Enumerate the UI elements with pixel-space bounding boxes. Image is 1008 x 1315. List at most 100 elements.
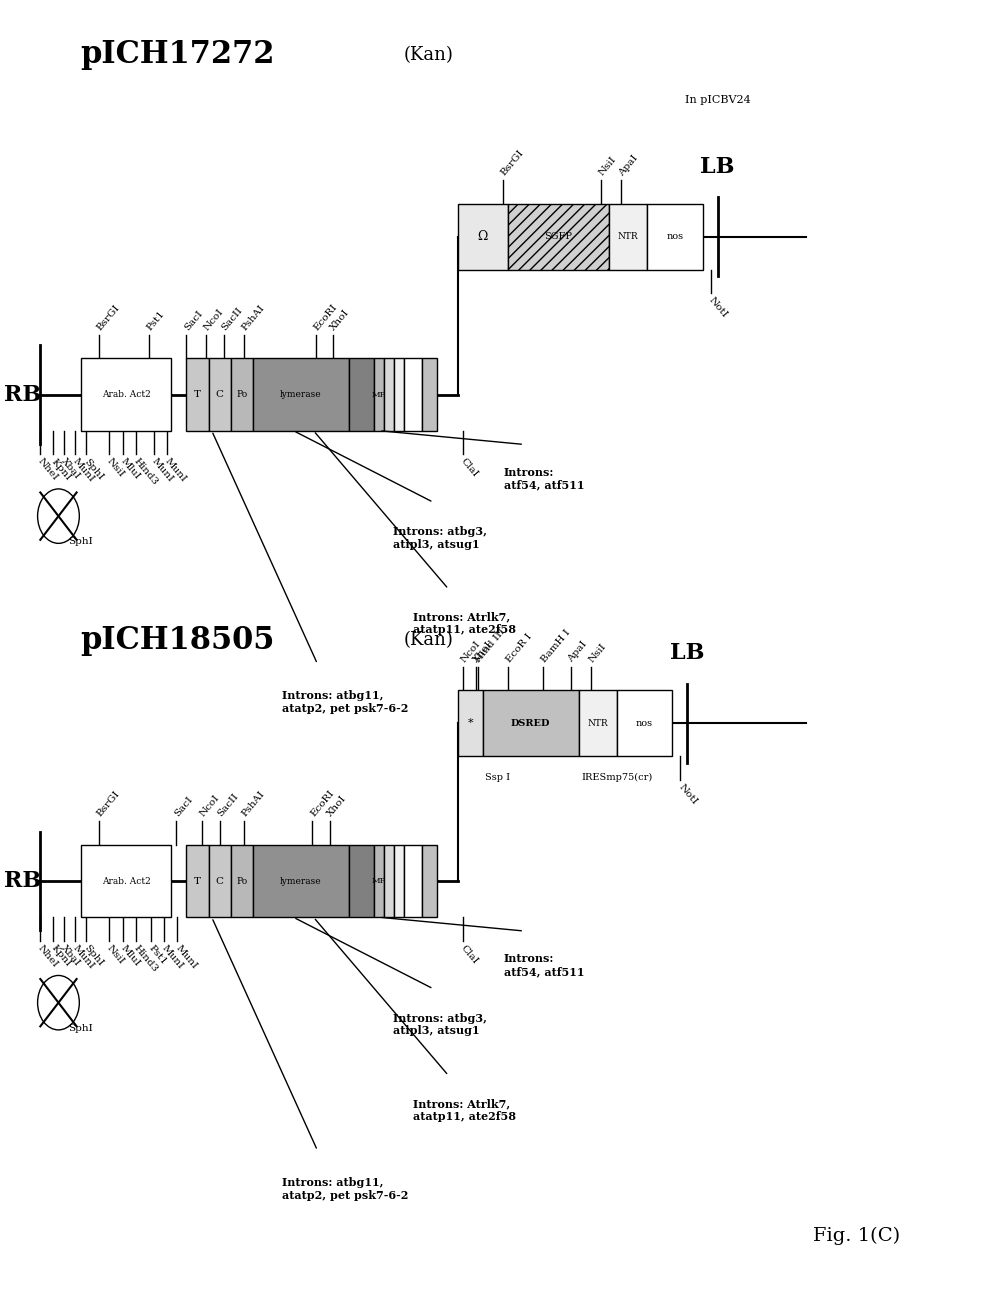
Text: BsrGI: BsrGI — [499, 149, 525, 178]
Text: SacI: SacI — [182, 309, 205, 333]
Text: Introns: Atrlk7,
atatp11, ate2f58: Introns: Atrlk7, atatp11, ate2f58 — [413, 1098, 516, 1122]
Text: Introns: atbg3,
atipl3, atsug1: Introns: atbg3, atipl3, atsug1 — [393, 1013, 487, 1036]
Text: EcoRI: EcoRI — [308, 789, 336, 818]
Bar — [231, 359, 253, 431]
Bar — [404, 359, 422, 431]
Bar — [647, 204, 703, 270]
Text: Arab. Act2: Arab. Act2 — [102, 391, 150, 398]
Bar — [384, 359, 394, 431]
Text: ApaI: ApaI — [566, 639, 590, 664]
Text: Fig. 1(C): Fig. 1(C) — [813, 1227, 900, 1245]
Bar — [508, 204, 609, 270]
Text: T: T — [195, 877, 201, 885]
Text: MunI: MunI — [163, 458, 188, 484]
Text: MP: MP — [372, 391, 386, 398]
Text: NsiI: NsiI — [105, 944, 126, 967]
Text: nos: nos — [666, 233, 683, 241]
Text: Ssp I: Ssp I — [485, 773, 510, 782]
Text: Introns: atbg3,
atipl3, atsug1: Introns: atbg3, atipl3, atsug1 — [393, 526, 487, 550]
Text: XhoI: XhoI — [472, 639, 495, 664]
Text: MP: MP — [372, 877, 386, 885]
Text: Pst1: Pst1 — [145, 309, 167, 333]
Text: C: C — [216, 391, 224, 398]
Text: PshAI: PshAI — [240, 302, 266, 333]
Text: NheI: NheI — [36, 458, 60, 483]
Bar — [209, 846, 231, 918]
Bar — [81, 846, 171, 918]
Text: Arab. Act2: Arab. Act2 — [102, 877, 150, 885]
Text: MunI: MunI — [71, 944, 96, 970]
Text: In pICBV24: In pICBV24 — [684, 95, 751, 105]
Text: lymerase: lymerase — [280, 877, 322, 885]
Bar — [458, 690, 483, 756]
Text: LB: LB — [701, 155, 735, 178]
Bar — [394, 846, 404, 918]
Bar — [81, 359, 171, 431]
Text: DSRED: DSRED — [511, 719, 550, 727]
Bar — [609, 204, 647, 270]
Bar — [186, 846, 209, 918]
Bar — [253, 359, 349, 431]
Text: EcoRI: EcoRI — [311, 302, 339, 333]
Bar — [483, 690, 579, 756]
Bar — [384, 846, 394, 918]
Text: Introns:
atf54, atf511: Introns: atf54, atf511 — [504, 953, 585, 977]
Text: T: T — [195, 391, 201, 398]
Text: NotI: NotI — [676, 782, 699, 806]
Bar — [374, 846, 384, 918]
Text: SphI: SphI — [69, 538, 94, 546]
Text: pICH18505: pICH18505 — [81, 625, 275, 656]
Text: NcoI: NcoI — [198, 793, 221, 818]
Text: RB: RB — [4, 384, 40, 405]
Text: NsiI: NsiI — [105, 458, 126, 480]
Text: MunI: MunI — [160, 944, 185, 970]
Text: PshAI: PshAI — [240, 789, 266, 818]
Text: Pst1: Pst1 — [147, 944, 169, 967]
Text: SacII: SacII — [220, 305, 244, 333]
Text: Hind3: Hind3 — [132, 944, 160, 974]
Bar — [422, 359, 437, 431]
Text: SphI: SphI — [82, 458, 105, 481]
Text: Ω: Ω — [478, 230, 488, 243]
Text: NheI: NheI — [36, 944, 60, 969]
Text: XbaI: XbaI — [59, 458, 83, 481]
Bar — [374, 359, 384, 431]
Text: Introns: atbg11,
atatp2, pet psk7-6-2: Introns: atbg11, atatp2, pet psk7-6-2 — [282, 690, 408, 714]
Bar — [458, 204, 508, 270]
Bar — [579, 690, 617, 756]
Text: NsiI: NsiI — [587, 642, 608, 664]
Text: XhoI: XhoI — [329, 308, 352, 333]
Text: KpnI: KpnI — [49, 458, 73, 483]
Text: KpnI: KpnI — [49, 944, 73, 969]
Text: MunI: MunI — [150, 458, 175, 484]
Text: SGFP: SGFP — [544, 233, 573, 241]
Text: nos: nos — [636, 719, 653, 727]
Text: SphI: SphI — [69, 1023, 94, 1032]
Text: EcoR I: EcoR I — [504, 631, 533, 664]
Bar — [394, 359, 404, 431]
Text: NTR: NTR — [588, 719, 608, 727]
Text: *: * — [468, 718, 473, 729]
Bar — [422, 846, 437, 918]
Text: MunI: MunI — [71, 458, 96, 484]
Text: BsrGI: BsrGI — [95, 789, 121, 818]
Text: NotI: NotI — [707, 296, 729, 320]
Text: BsrGI: BsrGI — [95, 302, 121, 333]
Text: SphI: SphI — [82, 944, 105, 968]
Text: Hind3: Hind3 — [132, 458, 160, 488]
Text: XhoI: XhoI — [326, 794, 349, 818]
Bar — [231, 846, 253, 918]
Text: MunI: MunI — [173, 944, 199, 970]
Text: NcoI: NcoI — [202, 306, 225, 333]
Text: MluI: MluI — [119, 458, 142, 481]
Bar — [349, 846, 374, 918]
Text: NsiI: NsiI — [597, 155, 618, 178]
Text: Introns:
atf54, atf511: Introns: atf54, atf511 — [504, 467, 585, 490]
Text: C: C — [216, 877, 224, 885]
Text: XbaI: XbaI — [59, 944, 83, 968]
Text: SacII: SacII — [216, 792, 240, 818]
Text: (Kan): (Kan) — [403, 631, 453, 650]
Bar — [617, 690, 672, 756]
Text: BamH I: BamH I — [539, 627, 572, 664]
Text: NTR: NTR — [618, 233, 638, 241]
